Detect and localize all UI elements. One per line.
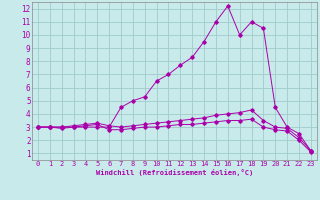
X-axis label: Windchill (Refroidissement éolien,°C): Windchill (Refroidissement éolien,°C) <box>96 169 253 176</box>
